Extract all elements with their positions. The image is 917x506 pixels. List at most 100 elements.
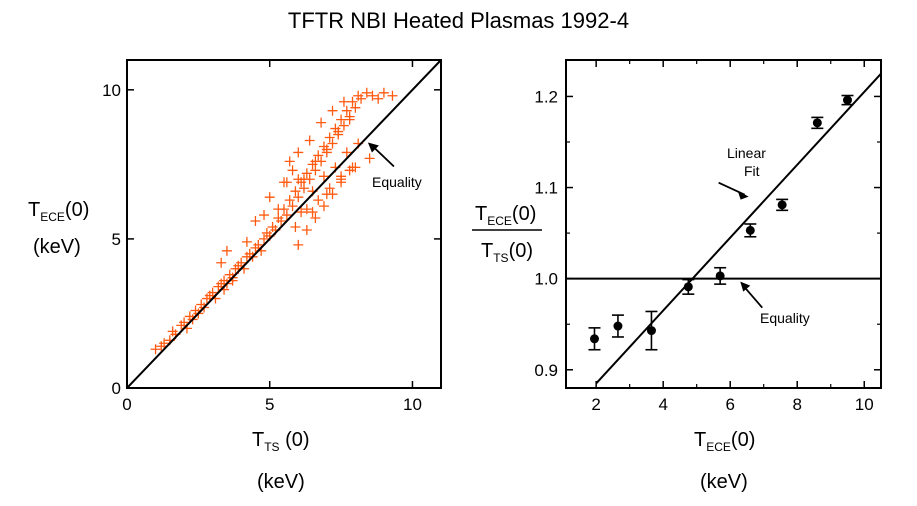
left-data-point (307, 207, 318, 218)
left-data-point (341, 147, 352, 158)
left-data-point (250, 216, 261, 227)
left-data-point (313, 150, 324, 161)
right-xtick-label: 10 (855, 395, 874, 414)
left-data-point (279, 177, 289, 188)
right-fit-label: Linear Fit (727, 145, 766, 179)
left-data-point (344, 165, 355, 176)
left-data-point (287, 165, 298, 176)
left-data-point (236, 257, 247, 268)
left-data-point (290, 186, 301, 197)
figure-title: TFTR NBI Heated Plasmas 1992-4 (287, 8, 630, 33)
left-data-point (296, 207, 307, 218)
left-arrow-shaft (371, 144, 395, 168)
left-data-point (293, 174, 304, 185)
right-fit-arrow-head (737, 190, 749, 200)
left-data-point (310, 156, 321, 167)
left-data-point (338, 120, 349, 131)
left-plot-frame (126, 59, 442, 389)
left-scatter-points (150, 87, 398, 355)
left-xtick-label: 0 (122, 395, 131, 414)
right-ytick-label: 0.9 (534, 361, 558, 380)
left-data-point (327, 138, 338, 149)
right-xtick-label: 8 (792, 395, 801, 414)
left-data-point (333, 126, 344, 137)
left-data-point (284, 156, 295, 167)
right-xlabel: TECE(0) (694, 429, 755, 454)
left-data-point (313, 195, 324, 206)
left-data-point (259, 233, 270, 244)
right-xtick-label: 4 (658, 395, 667, 414)
left-data-point (241, 236, 252, 247)
left-data-point (387, 90, 398, 101)
left-data-point (301, 204, 312, 215)
left-data-point (338, 96, 349, 107)
left-data-point (293, 239, 304, 250)
right-data-point (589, 334, 599, 344)
left-data-point (207, 287, 218, 298)
left-data-point (378, 87, 389, 98)
left-xtick-label: 5 (265, 395, 274, 414)
left-data-point (361, 87, 372, 98)
left-data-point (367, 90, 378, 101)
left-arrow-head (367, 142, 379, 153)
left-ytick-label: 0 (112, 379, 121, 398)
right-data-point (683, 282, 693, 292)
right-equality-arrow-shaft (742, 285, 763, 309)
left-data-point (341, 105, 352, 116)
right-data-point (646, 326, 656, 336)
left-data-point (316, 117, 327, 128)
left-data-point (293, 192, 304, 203)
left-data-point (350, 162, 361, 173)
left-data-point (318, 201, 329, 212)
left-ylabel: TECE(0) (28, 199, 89, 224)
right-plot-frame (565, 59, 882, 389)
right-ytick-label: 1.2 (534, 87, 558, 106)
left-data-point (293, 147, 304, 158)
left-ytick-label: 5 (112, 230, 121, 249)
left-data-point (356, 93, 367, 104)
left-data-point (321, 189, 332, 200)
right-data-point (812, 118, 822, 128)
left-data-point (159, 338, 170, 349)
right-axis-ticks: 2 4 6 8 10 0.9 1.0 1.1 1.2 (534, 60, 881, 414)
left-data-point (298, 183, 309, 194)
right-data-point (745, 225, 755, 235)
left-xlabel-unit: (keV) (257, 471, 305, 493)
left-data-point (310, 165, 321, 176)
left-data-point (336, 171, 347, 182)
left-data-point (284, 195, 295, 206)
left-axis-ticks: 0 5 10 0 5 10 (102, 60, 441, 414)
left-data-point (364, 153, 375, 164)
right-ylabel-numerator: TECE(0) (475, 203, 536, 228)
right-ylabel-denominator: TTS(0) (481, 240, 533, 265)
left-data-point (264, 192, 275, 203)
right-equality-label: Equality (760, 310, 810, 326)
left-data-point (301, 168, 312, 179)
left-data-point (324, 132, 335, 143)
left-data-point (301, 224, 312, 235)
left-data-point (150, 344, 161, 355)
right-data-points (588, 94, 854, 351)
right-data-point (842, 95, 852, 105)
left-data-point (253, 239, 264, 250)
left-equality-label: Equality (372, 174, 422, 190)
left-xlabel: TTS (0) (252, 429, 310, 454)
left-data-point (216, 257, 227, 268)
left-data-point (350, 102, 361, 113)
right-data-point (715, 271, 725, 281)
right-equality-arrow-head (740, 281, 751, 292)
left-data-point (336, 114, 347, 125)
left-data-point (259, 210, 270, 221)
left-data-point (347, 96, 358, 107)
left-data-point (310, 213, 321, 224)
left-ytick-label: 10 (102, 81, 121, 100)
right-ratio-chart: 2 4 6 8 10 0.9 1.0 1.1 1.2 Linear Fit Equality TE… (472, 59, 882, 493)
right-ytick-label: 1.1 (534, 179, 558, 198)
left-equality-line (126, 59, 442, 389)
left-data-point (287, 201, 298, 212)
left-data-point (318, 171, 329, 182)
left-data-point (273, 204, 284, 215)
right-annotation-arrows (718, 181, 763, 309)
